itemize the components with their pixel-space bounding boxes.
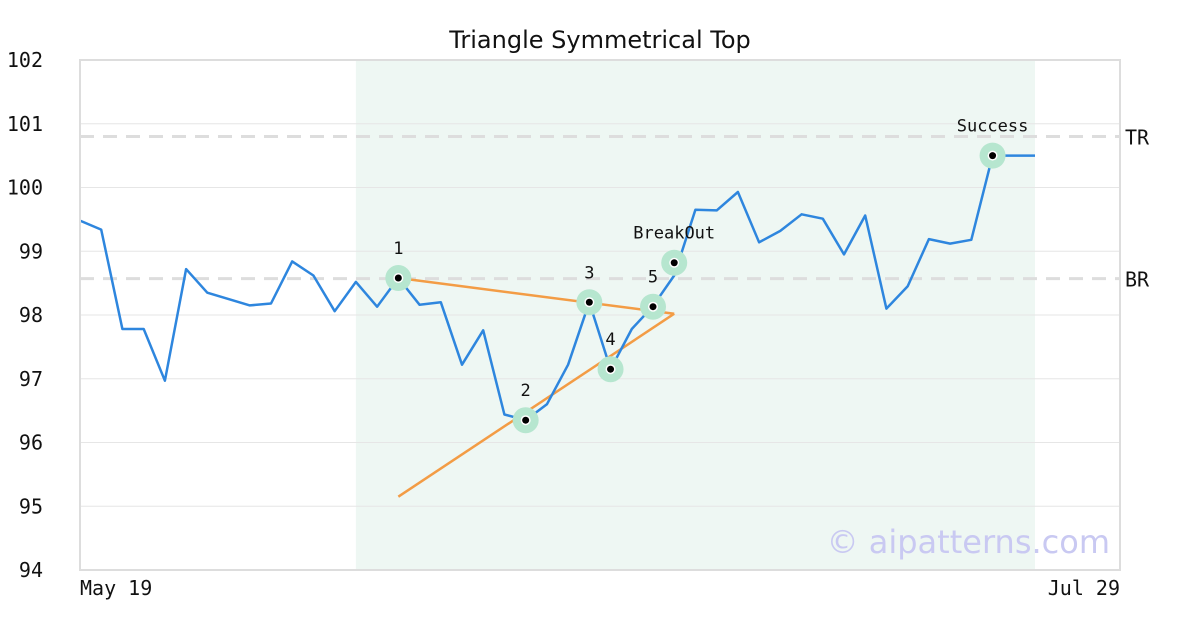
level-label: TR	[1125, 126, 1150, 150]
y-tick-label: 100	[7, 176, 43, 200]
level-lines: TR BR	[80, 126, 1150, 292]
y-tick-label: 99	[19, 239, 43, 263]
trendline	[397, 312, 675, 498]
price-line	[79, 154, 1035, 422]
marker-label: Success	[957, 117, 1029, 137]
marker-dot	[649, 303, 657, 311]
x-axis: May 19 Jul 29	[80, 576, 1120, 600]
marker-label: 3	[584, 263, 594, 283]
trendlines	[397, 276, 675, 498]
y-tick-label: 95	[19, 494, 43, 518]
watermark: © aipatterns.com	[827, 523, 1110, 561]
y-gridlines	[80, 59, 1120, 571]
y-axis: 94 95 96 97 98 99 100 101 102	[7, 48, 43, 582]
chart-title: Triangle Symmetrical Top	[448, 26, 751, 54]
marker-label: 4	[605, 330, 615, 350]
marker-label: 1	[393, 239, 403, 259]
marker-label: 5	[648, 268, 658, 288]
marker-label: BreakOut	[633, 224, 715, 244]
plot-frame	[79, 59, 1121, 571]
price-series	[79, 154, 1035, 422]
marker-label: 2	[521, 381, 531, 401]
y-tick-label: 98	[19, 303, 43, 327]
marker-dot	[585, 298, 593, 306]
y-tick-label: 97	[19, 367, 43, 391]
y-tick-label: 102	[7, 48, 43, 72]
level-label: BR	[1125, 268, 1150, 292]
y-tick-label: 101	[7, 112, 43, 136]
x-tick-label: May 19	[80, 576, 152, 600]
trendline	[398, 276, 675, 315]
y-tick-label: 94	[19, 558, 43, 582]
x-tick-label: Jul 29	[1048, 576, 1120, 600]
marker-dot	[670, 259, 678, 267]
marker-dot	[522, 416, 530, 424]
marker-dot	[607, 365, 615, 373]
y-tick-label: 96	[19, 431, 43, 455]
marker-dot	[394, 274, 402, 282]
pattern-markers: 1 2 3 4 5 BreakOut Success	[385, 117, 1028, 434]
marker-dot	[989, 152, 997, 160]
